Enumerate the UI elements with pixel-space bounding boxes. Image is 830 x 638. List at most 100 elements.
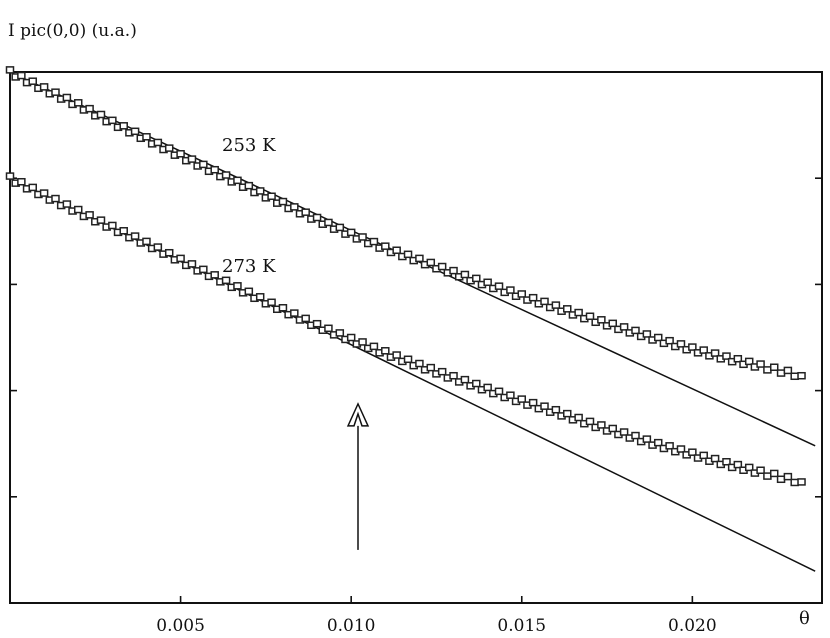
data-point-series-0 [563, 305, 572, 313]
data-point-series-0 [62, 93, 72, 102]
data-point-series-0 [631, 326, 640, 335]
annotations [346, 402, 370, 550]
data-point-series-1 [324, 324, 333, 333]
x-tick-label: 0.005 [156, 616, 205, 636]
data-point-series-0 [769, 363, 779, 371]
data-point-series-1 [597, 421, 606, 429]
data-point-series-0 [51, 88, 60, 96]
data-point-series-1 [233, 282, 242, 290]
data-point-series-1 [733, 460, 743, 469]
data-point-series-1 [17, 177, 26, 186]
data-point-series-1 [688, 448, 697, 456]
data-point-series-0 [653, 333, 663, 342]
data-point-series-1 [255, 293, 265, 301]
data-point-series-0 [17, 71, 26, 80]
data-point-series-0 [437, 262, 447, 271]
data-point-series-0 [187, 155, 197, 163]
data-point-series-0 [619, 323, 629, 331]
data-point-series-0 [483, 278, 492, 287]
data-point-series-0 [119, 122, 128, 130]
data-point-series-1 [574, 413, 583, 422]
data-point-series-0 [472, 274, 481, 283]
data-point-series-1 [790, 478, 799, 487]
data-point-series-0 [85, 104, 94, 113]
data-point-series-0 [426, 258, 436, 267]
data-point-series-0 [28, 77, 37, 85]
data-point-series-1 [187, 260, 197, 268]
data-point-series-0 [790, 372, 799, 381]
data-point-series-1 [494, 387, 504, 396]
data-point-series-1 [619, 428, 629, 436]
data-point-series-0 [722, 352, 731, 360]
data-point-series-1 [244, 287, 254, 296]
x-tick-label: 0.015 [497, 616, 546, 636]
data-point-series-0 [460, 270, 470, 279]
data-point-series-1 [28, 183, 37, 192]
series-label-253k: 253 K [222, 135, 276, 156]
data-point-series-0 [199, 160, 208, 169]
data-point-series-0 [763, 366, 772, 374]
data-point-series-0 [346, 228, 356, 237]
data-point-series-0 [290, 203, 299, 211]
data-point-series-1 [585, 417, 595, 426]
data-point-series-0 [585, 312, 595, 321]
data-point-series-1 [358, 338, 367, 346]
data-point-series-1 [797, 478, 806, 486]
data-point-series-1 [335, 329, 345, 337]
data-point-series-1 [415, 359, 424, 368]
data-point-series-0 [392, 246, 401, 254]
data-point-series-0 [39, 83, 49, 91]
data-point-series-0 [381, 242, 390, 250]
data-point-series-0 [142, 133, 151, 141]
data-point-series-1 [763, 472, 772, 480]
data-point-series-0 [369, 237, 379, 246]
data-point-series-1 [176, 254, 185, 263]
data-point-series-1 [653, 438, 663, 447]
data-point-series-1 [528, 398, 538, 407]
data-point-series-0 [415, 254, 424, 263]
data-point-series-1 [39, 189, 49, 197]
data-point-series-1 [699, 451, 708, 460]
x-ticks: 0.005 0.010 0.015 0.020 [156, 596, 717, 636]
data-point-series-0 [744, 357, 754, 366]
data-point-series-1 [290, 309, 299, 317]
data-point-series-0 [403, 250, 413, 259]
data-point-series-1 [301, 314, 310, 323]
data-point-series-0 [153, 138, 163, 147]
data-point-series-1 [199, 265, 208, 274]
x-axis-label: θ [799, 608, 810, 629]
data-point-series-0 [233, 176, 242, 185]
data-point-series-1 [85, 211, 94, 219]
data-point-series-1 [563, 409, 572, 418]
data-point-series-0 [335, 223, 345, 232]
data-point-series-1 [403, 355, 413, 364]
data-point-series-0 [733, 354, 743, 363]
data-point-series-0 [506, 286, 515, 294]
data-point-series-1 [346, 333, 356, 342]
fit-lines [9, 71, 816, 572]
data-point-series-0 [597, 316, 606, 324]
data-point-series-1 [130, 232, 140, 240]
data-point-series-1 [51, 194, 60, 203]
data-point-series-1 [483, 383, 492, 392]
data-point-series-0 [5, 66, 15, 74]
data-point-series-0 [210, 165, 219, 174]
data-point-series-0 [324, 218, 333, 227]
data-point-series-0 [699, 346, 708, 354]
data-point-series-1 [267, 298, 276, 307]
y-axis-label: I pic(0,0) (u.a.) [8, 21, 137, 41]
data-point-series-0 [494, 282, 504, 290]
data-point-series-1 [676, 445, 686, 453]
data-point-series-0 [255, 187, 265, 195]
data-point-series-0 [517, 290, 527, 298]
data-point-series-0 [96, 110, 106, 119]
data-point-series-1 [369, 342, 379, 351]
data-point-series-0 [642, 330, 652, 338]
x-tick-label: 0.020 [668, 616, 717, 636]
data-point-series-0 [312, 213, 322, 222]
data-point-series-1 [710, 454, 720, 463]
data-point-series-1 [153, 243, 163, 251]
data-point-series-0 [676, 340, 686, 348]
y-ticks [10, 177, 822, 498]
data-point-series-0 [776, 369, 786, 377]
